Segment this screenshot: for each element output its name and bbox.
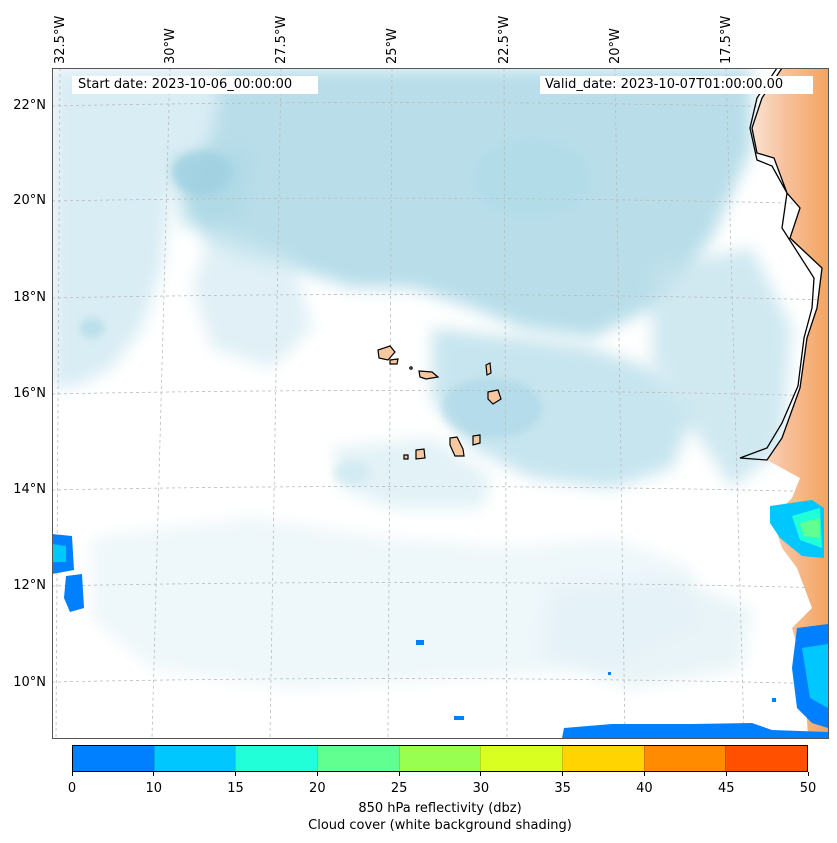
colorbar-subtitle: Cloud cover (white background shading) xyxy=(308,818,572,833)
colorbar-tick-label: 0 xyxy=(67,781,77,796)
colorbar-tick-mark xyxy=(316,772,318,776)
colorbar-tick-label: 20 xyxy=(309,781,326,796)
colorbar-segment xyxy=(562,746,644,771)
colorbar-tick-mark xyxy=(235,772,237,776)
colorbar-tick-mark xyxy=(398,772,400,776)
colorbar xyxy=(72,745,808,772)
latitude-label: 14°N xyxy=(13,482,46,497)
colorbar-segment xyxy=(398,746,481,771)
colorbar-tick-mark xyxy=(643,772,645,776)
longitude-label: 22.5°W xyxy=(497,15,512,64)
cloud-cover-shading xyxy=(52,68,792,688)
longitude-label: 30°W xyxy=(163,28,178,64)
african-coastline xyxy=(739,68,828,738)
colorbar-tick-mark xyxy=(807,772,809,776)
latitude-label: 10°N xyxy=(13,675,46,690)
colorbar-title: 850 hPa reflectivity (dbz) xyxy=(358,801,522,816)
colorbar-segment xyxy=(725,746,808,771)
colorbar-tick-mark xyxy=(480,772,482,776)
longitude-label: 17.5°W xyxy=(719,15,734,64)
latitude-label: 16°N xyxy=(13,386,46,401)
map-canvas xyxy=(52,68,828,738)
cape-verde-islands xyxy=(377,345,502,460)
cloud-cover-detail xyxy=(80,138,592,485)
colorbar-tick-mark xyxy=(562,772,564,776)
map-panel xyxy=(52,68,828,738)
valid-date-label: Valid_date: 2023-10-07T01:00:00.00 xyxy=(540,76,813,94)
colorbar-tick-label: 25 xyxy=(390,781,408,796)
colorbar-tick-label: 10 xyxy=(145,781,163,796)
colorbar-tick-mark xyxy=(71,772,73,776)
colorbar-tick-label: 15 xyxy=(227,781,244,796)
latitude-label: 12°N xyxy=(13,578,46,593)
latitude-label: 18°N xyxy=(13,290,46,305)
colorbar-tick-label: 35 xyxy=(554,781,571,796)
colorbar-segment xyxy=(317,746,399,771)
longitude-label: 27.5°W xyxy=(274,15,289,64)
graticule xyxy=(52,68,828,738)
colorbar-tick-mark xyxy=(153,772,155,776)
colorbar-tick-label: 45 xyxy=(717,781,735,796)
colorbar-segment xyxy=(153,746,236,771)
colorbar-tick-label: 50 xyxy=(799,781,817,796)
colorbar-segment xyxy=(73,746,154,771)
colorbar-tick-label: 30 xyxy=(472,781,490,796)
start-date-label: Start date: 2023-10-06_00:00:00 xyxy=(72,76,318,94)
latitude-label: 22°N xyxy=(13,98,46,113)
longitude-label: 32.5°W xyxy=(53,15,68,64)
colorbar-segment xyxy=(643,746,726,771)
colorbar-tick-label: 40 xyxy=(636,781,653,796)
reflectivity-echoes xyxy=(52,500,828,738)
latitude-label: 20°N xyxy=(13,193,46,208)
colorbar-tick-mark xyxy=(725,772,727,776)
colorbar-segment xyxy=(235,746,318,771)
longitude-label: 20°W xyxy=(608,28,623,64)
longitude-label: 25°W xyxy=(385,28,400,64)
colorbar-segment xyxy=(480,746,563,771)
